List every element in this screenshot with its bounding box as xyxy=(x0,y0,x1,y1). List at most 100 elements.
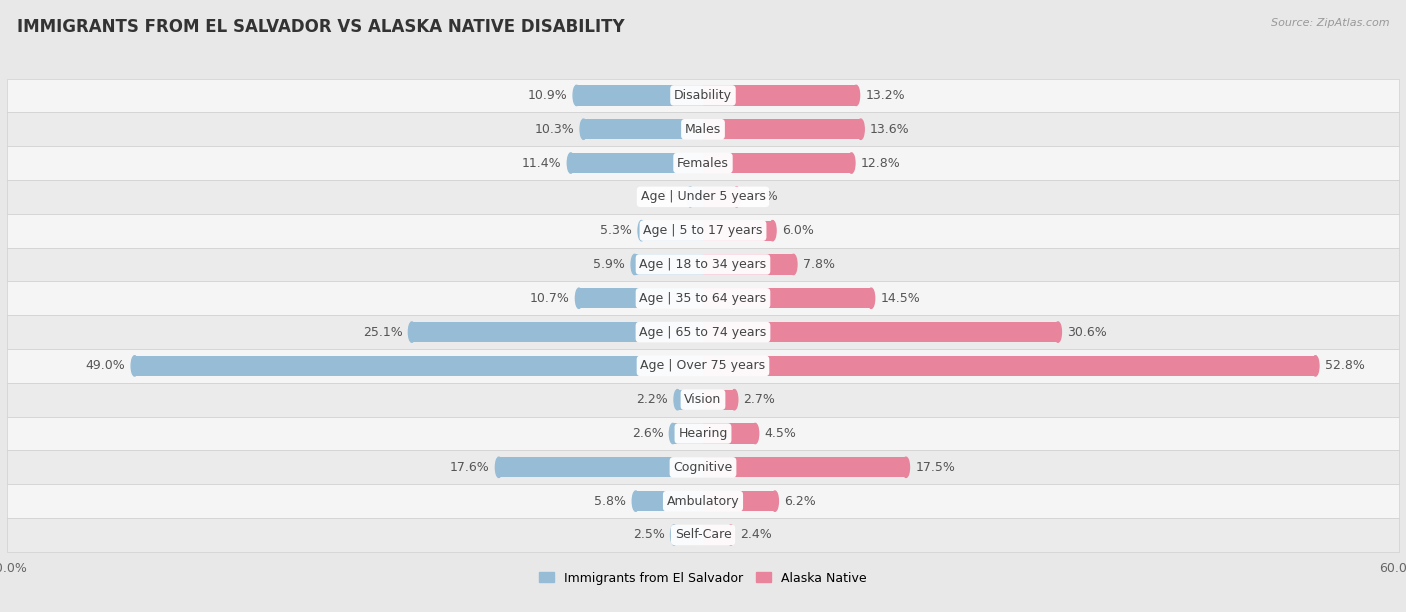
Text: 4.5%: 4.5% xyxy=(765,427,796,440)
Bar xyxy=(703,85,856,105)
Bar xyxy=(703,525,731,545)
Text: Age | 18 to 34 years: Age | 18 to 34 years xyxy=(640,258,766,271)
Text: 5.9%: 5.9% xyxy=(593,258,626,271)
FancyBboxPatch shape xyxy=(7,282,1399,315)
Circle shape xyxy=(772,491,779,511)
Circle shape xyxy=(575,288,582,308)
FancyBboxPatch shape xyxy=(7,248,1399,282)
Circle shape xyxy=(669,424,676,444)
Text: Females: Females xyxy=(678,157,728,170)
Text: 13.6%: 13.6% xyxy=(870,123,910,136)
Text: 2.2%: 2.2% xyxy=(637,393,668,406)
Text: 6.0%: 6.0% xyxy=(782,224,814,237)
Bar xyxy=(678,390,703,410)
Text: Vision: Vision xyxy=(685,393,721,406)
FancyBboxPatch shape xyxy=(7,382,1399,417)
FancyBboxPatch shape xyxy=(7,484,1399,518)
Text: Age | Over 75 years: Age | Over 75 years xyxy=(641,359,765,372)
FancyBboxPatch shape xyxy=(7,518,1399,552)
Text: 2.9%: 2.9% xyxy=(747,190,778,203)
Text: 2.5%: 2.5% xyxy=(633,528,665,542)
Bar xyxy=(673,525,703,545)
Text: 25.1%: 25.1% xyxy=(363,326,402,338)
Circle shape xyxy=(852,85,859,105)
Text: 2.7%: 2.7% xyxy=(744,393,776,406)
Circle shape xyxy=(631,255,638,275)
Circle shape xyxy=(638,220,645,241)
Text: 5.3%: 5.3% xyxy=(600,224,633,237)
Circle shape xyxy=(131,356,138,376)
Text: 52.8%: 52.8% xyxy=(1324,359,1365,372)
Bar xyxy=(576,85,703,105)
Circle shape xyxy=(495,457,502,477)
Bar xyxy=(634,255,703,275)
Text: Hearing: Hearing xyxy=(678,427,728,440)
Circle shape xyxy=(868,288,875,308)
Bar xyxy=(579,288,703,308)
Text: 17.6%: 17.6% xyxy=(450,461,489,474)
Bar xyxy=(703,322,1057,342)
Circle shape xyxy=(727,525,734,545)
Bar xyxy=(135,356,703,376)
Bar xyxy=(703,356,1316,376)
Text: Age | 65 to 74 years: Age | 65 to 74 years xyxy=(640,326,766,338)
FancyBboxPatch shape xyxy=(7,78,1399,113)
FancyBboxPatch shape xyxy=(7,113,1399,146)
Bar xyxy=(636,491,703,511)
Text: 30.6%: 30.6% xyxy=(1067,326,1107,338)
Bar xyxy=(703,457,905,477)
Text: Ambulatory: Ambulatory xyxy=(666,494,740,507)
Text: Self-Care: Self-Care xyxy=(675,528,731,542)
Circle shape xyxy=(858,119,865,140)
Circle shape xyxy=(408,322,415,342)
Circle shape xyxy=(1054,322,1062,342)
Circle shape xyxy=(633,491,640,511)
Bar xyxy=(703,491,775,511)
Text: 10.9%: 10.9% xyxy=(527,89,567,102)
Bar xyxy=(690,187,703,207)
Circle shape xyxy=(686,187,693,207)
Bar xyxy=(703,255,793,275)
Text: 49.0%: 49.0% xyxy=(86,359,125,372)
Circle shape xyxy=(574,85,581,105)
Circle shape xyxy=(848,153,855,173)
Text: Age | 35 to 64 years: Age | 35 to 64 years xyxy=(640,292,766,305)
Bar xyxy=(703,187,737,207)
FancyBboxPatch shape xyxy=(7,349,1399,382)
Bar xyxy=(703,220,773,241)
Bar xyxy=(583,119,703,140)
Bar xyxy=(703,153,852,173)
Legend: Immigrants from El Salvador, Alaska Native: Immigrants from El Salvador, Alaska Nati… xyxy=(540,572,866,584)
Text: Disability: Disability xyxy=(673,89,733,102)
Circle shape xyxy=(581,119,588,140)
FancyBboxPatch shape xyxy=(7,315,1399,349)
Text: 10.7%: 10.7% xyxy=(530,292,569,305)
Text: 12.8%: 12.8% xyxy=(860,157,900,170)
Text: 11.4%: 11.4% xyxy=(522,157,561,170)
Circle shape xyxy=(790,255,797,275)
Text: 17.5%: 17.5% xyxy=(915,461,955,474)
Text: Age | 5 to 17 years: Age | 5 to 17 years xyxy=(644,224,762,237)
FancyBboxPatch shape xyxy=(7,146,1399,180)
Bar xyxy=(703,288,872,308)
Text: 10.3%: 10.3% xyxy=(534,123,574,136)
Bar xyxy=(703,390,734,410)
Text: Age | Under 5 years: Age | Under 5 years xyxy=(641,190,765,203)
Text: Males: Males xyxy=(685,123,721,136)
Text: 5.8%: 5.8% xyxy=(595,494,627,507)
Circle shape xyxy=(731,390,738,410)
Text: 1.1%: 1.1% xyxy=(650,190,681,203)
Text: 14.5%: 14.5% xyxy=(880,292,920,305)
Text: 2.4%: 2.4% xyxy=(740,528,772,542)
Circle shape xyxy=(1312,356,1319,376)
Text: 7.8%: 7.8% xyxy=(803,258,835,271)
Bar xyxy=(499,457,703,477)
Text: Cognitive: Cognitive xyxy=(673,461,733,474)
Circle shape xyxy=(769,220,776,241)
Text: Source: ZipAtlas.com: Source: ZipAtlas.com xyxy=(1271,18,1389,28)
Circle shape xyxy=(673,390,681,410)
Bar xyxy=(703,424,755,444)
FancyBboxPatch shape xyxy=(7,180,1399,214)
Text: 2.6%: 2.6% xyxy=(631,427,664,440)
Circle shape xyxy=(903,457,910,477)
